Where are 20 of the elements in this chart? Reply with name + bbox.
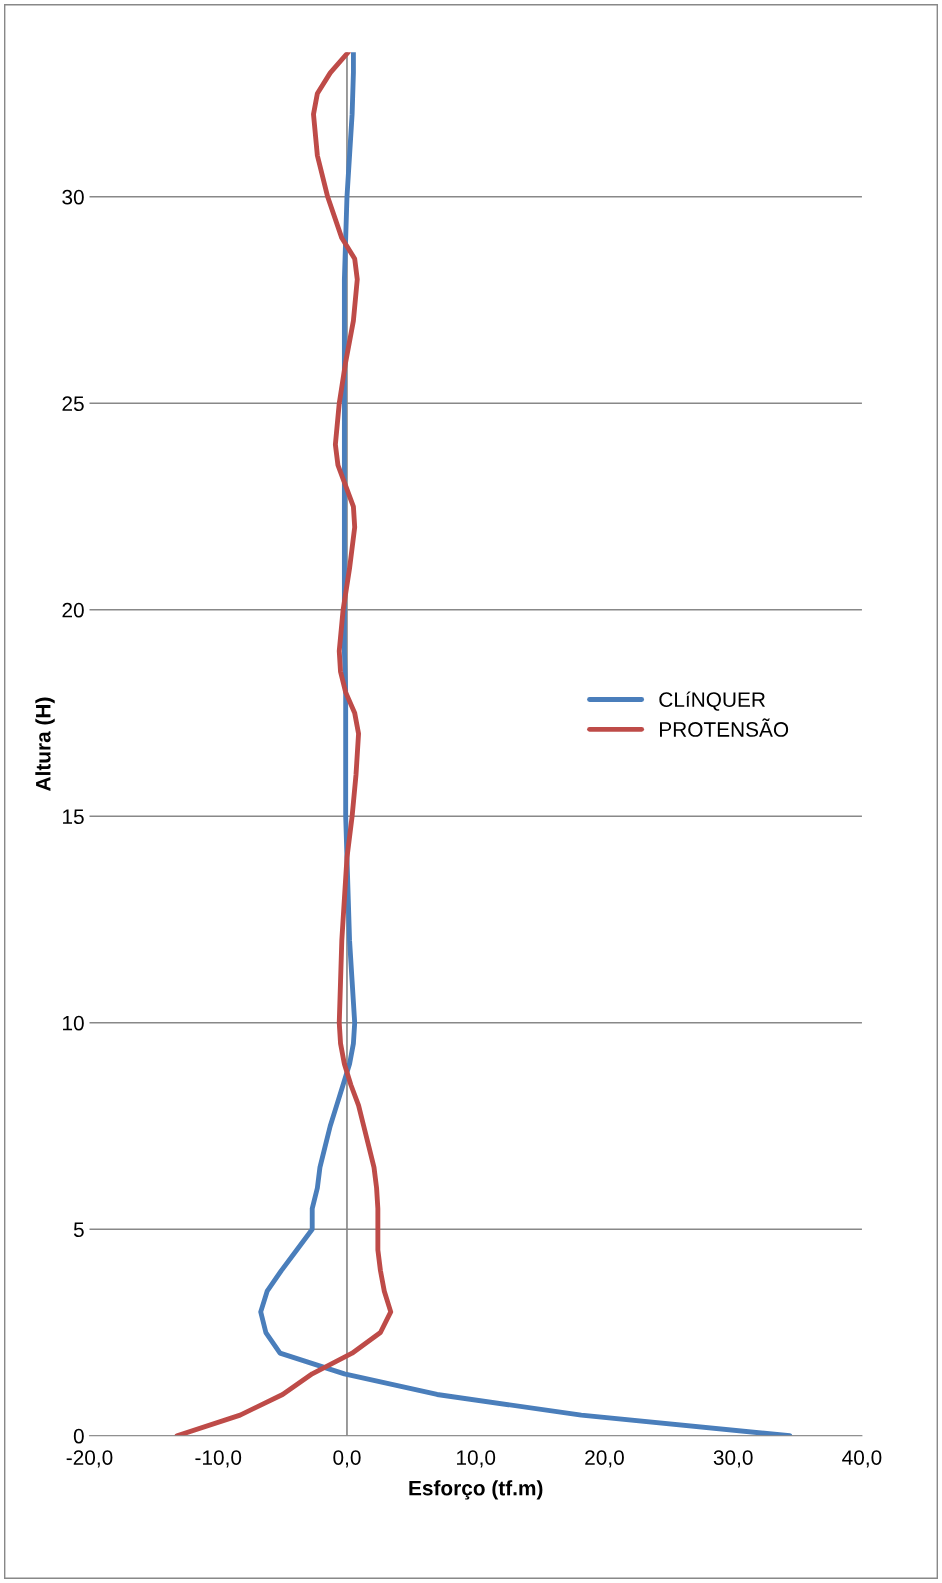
line-series (258, 52, 793, 1436)
x-tick-label: -10,0 (195, 1450, 242, 1468)
y-tick-label: 25 (62, 396, 84, 412)
y-tick-label: 15 (63, 809, 84, 825)
y-axis-title: Altura (H) (35, 697, 55, 791)
line-series (174, 52, 394, 1436)
y-tick-label: 20 (62, 602, 84, 618)
x-tick-label: -20,0 (66, 1450, 113, 1468)
x-tick-label: 40,0 (842, 1450, 882, 1468)
y-tick-label: 30 (62, 189, 84, 205)
x-tick-label: 30,0 (713, 1450, 753, 1468)
legend-label: CLíNQUER (659, 691, 765, 711)
y-tick-label: 10 (63, 1015, 84, 1031)
x-tick-label: 0,0 (333, 1450, 361, 1468)
y-tick-label: 0 (73, 1428, 84, 1444)
x-axis-title: Esforço (tf.m) (409, 1480, 543, 1500)
x-tick-label: 20,0 (585, 1450, 624, 1468)
x-tick-label: 10,0 (457, 1450, 496, 1468)
y-tick-label: 5 (73, 1222, 84, 1238)
legend-label: PROTENSÃO (660, 718, 789, 737)
